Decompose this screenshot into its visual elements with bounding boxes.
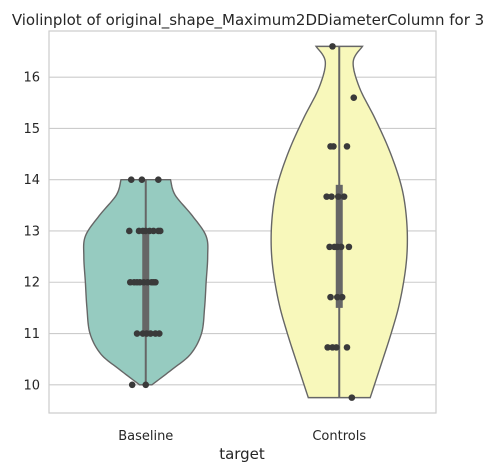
data-point xyxy=(338,293,346,301)
data-point xyxy=(150,227,157,235)
data-point xyxy=(142,381,150,389)
data-point xyxy=(155,330,163,337)
y-tick-labels: 10 11 12 13 14 15 16 xyxy=(23,71,40,394)
chart-title: Violinplot of original_shape_Maximum2DDi… xyxy=(12,11,484,30)
data-point xyxy=(147,330,154,337)
y-tick-label: 11 xyxy=(23,327,40,342)
data-point xyxy=(334,293,341,301)
data-point xyxy=(326,243,333,251)
data-point xyxy=(133,330,141,337)
data-point xyxy=(345,243,353,251)
x-tick-label: Baseline xyxy=(118,429,173,444)
x-tick-label: Controls xyxy=(312,429,366,444)
y-tick-label: 14 xyxy=(23,173,40,188)
data-point xyxy=(350,94,358,101)
data-point xyxy=(155,176,162,183)
data-point xyxy=(330,143,337,150)
x-tick-labels: Baseline Controls xyxy=(118,429,366,444)
y-tick-label: 10 xyxy=(23,378,40,393)
y-tick-label: 13 xyxy=(23,224,40,239)
y-tick-label: 15 xyxy=(23,122,40,137)
data-point xyxy=(126,227,133,235)
data-point xyxy=(152,278,159,286)
data-point xyxy=(156,227,164,235)
data-point xyxy=(324,344,331,351)
data-point xyxy=(334,193,342,200)
y-tick-label: 16 xyxy=(23,71,40,86)
data-point xyxy=(328,193,335,200)
plot-frame xyxy=(48,30,437,414)
data-point xyxy=(340,193,348,200)
x-axis-title: target xyxy=(219,445,265,463)
y-tick-label: 12 xyxy=(23,276,40,291)
data-point xyxy=(348,394,356,401)
violins-layer xyxy=(82,45,409,399)
data-point xyxy=(323,193,330,200)
data-point xyxy=(327,293,334,301)
data-point xyxy=(329,43,336,50)
data-point xyxy=(337,243,345,251)
data-point xyxy=(343,344,351,351)
data-point xyxy=(128,381,136,389)
data-point xyxy=(343,143,351,150)
data-point xyxy=(127,176,135,183)
data-point xyxy=(333,344,340,351)
points-layer xyxy=(126,43,358,401)
data-point xyxy=(138,176,146,183)
